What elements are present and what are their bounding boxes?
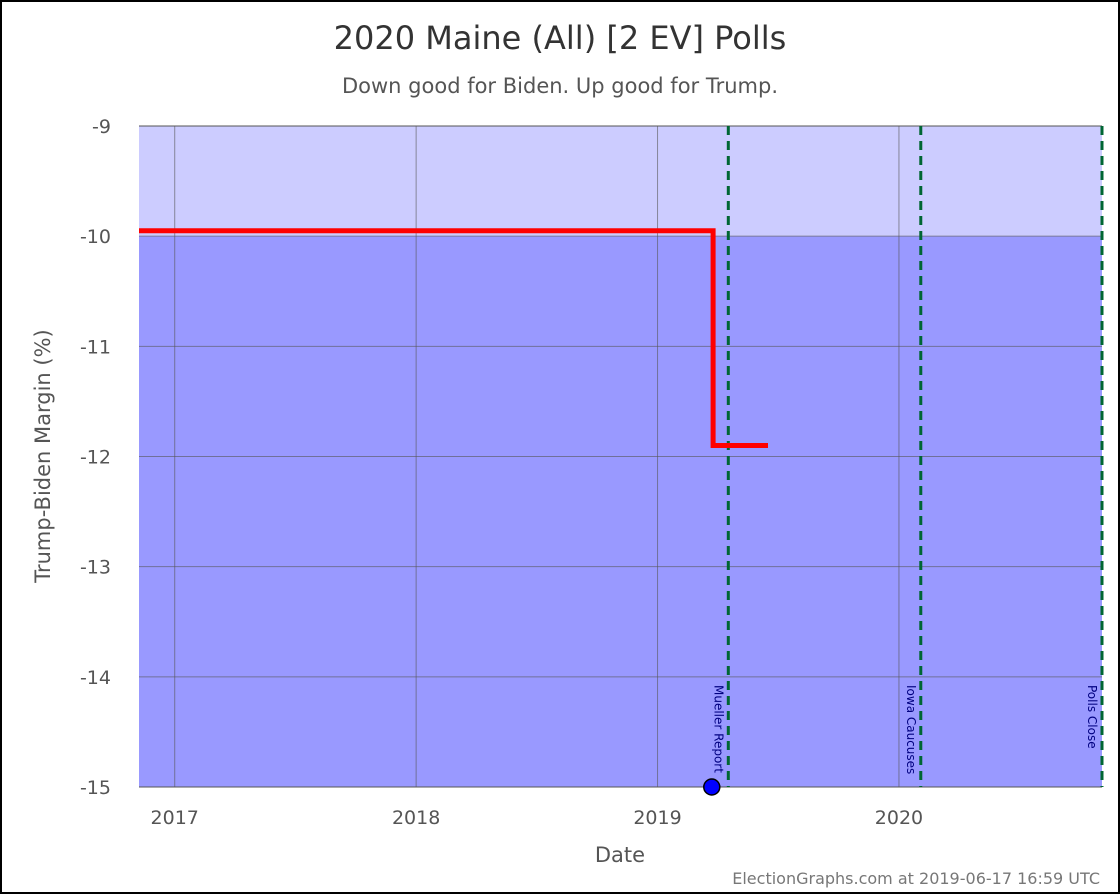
chart-title: 2020 Maine (All) [2 EV] Polls <box>334 19 787 57</box>
margin-band <box>139 126 1102 237</box>
y-tick-label: -12 <box>80 447 111 469</box>
poll-points <box>703 778 721 796</box>
credit-line: ElectionGraphs.com at 2019-06-17 16:59 U… <box>732 869 1100 888</box>
event-label: Iowa Caucuses <box>904 685 918 774</box>
y-tick-label: -10 <box>80 226 111 248</box>
y-tick-label: -13 <box>80 557 111 579</box>
event-label: Mueller Report <box>711 685 725 773</box>
trend-line <box>139 228 768 448</box>
y-tick-label: -9 <box>92 116 111 138</box>
y-tick-label: -14 <box>80 667 111 689</box>
grid-lines <box>139 125 1102 788</box>
x-tick-label: 2019 <box>633 807 681 829</box>
y-tick-label: -15 <box>80 777 111 799</box>
x-tick-label: 2020 <box>875 807 923 829</box>
poll-point <box>703 778 721 796</box>
y-axis-title: Trump-Biden Margin (%) <box>31 329 55 584</box>
margin-bands <box>139 126 1102 787</box>
event-markers: Mueller Report Iowa Caucuses Polls Close <box>711 126 1104 787</box>
x-axis-title: Date <box>595 843 645 867</box>
trend-lines <box>139 228 768 448</box>
event-label: Polls Close <box>1085 685 1099 749</box>
x-tick-label: 2017 <box>151 807 199 829</box>
y-axis-ticks: -9 -10 -11 -12 -13 -14 -15 <box>80 116 111 799</box>
x-axis-ticks: 2017 2018 2019 2020 <box>151 807 924 829</box>
x-tick-label: 2018 <box>392 807 440 829</box>
chart-subtitle: Down good for Biden. Up good for Trump. <box>342 74 778 98</box>
y-tick-label: -11 <box>80 336 111 358</box>
margin-band <box>139 236 1102 787</box>
